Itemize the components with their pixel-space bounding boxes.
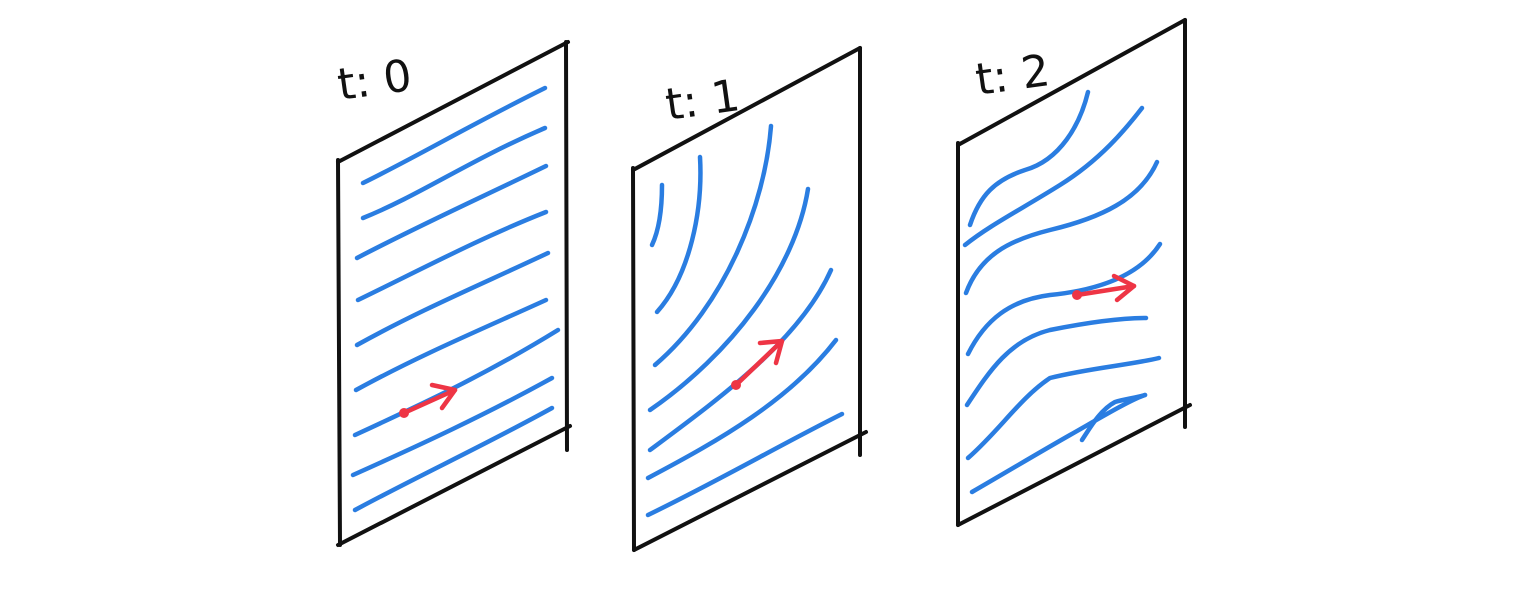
panel-t1-edge-bottom bbox=[632, 430, 868, 552]
flow-line bbox=[964, 315, 1149, 408]
panel-t2: t: 2 bbox=[956, 18, 1192, 527]
panel-t2-arrow-shaft bbox=[1074, 283, 1137, 298]
panel-t1-flow-lines bbox=[645, 123, 845, 518]
flow-line bbox=[354, 163, 549, 261]
flow-line bbox=[354, 250, 551, 348]
flow-line bbox=[969, 392, 1148, 495]
panel-t2-arrow-head bbox=[1111, 273, 1137, 303]
flow-line bbox=[965, 355, 1162, 461]
panel-t1-velocity-vector bbox=[731, 338, 785, 390]
panel-t1-edge-left bbox=[631, 166, 636, 552]
flow-line bbox=[652, 123, 774, 368]
flow-line bbox=[649, 182, 665, 248]
panel-t0-edge-bottom bbox=[336, 424, 572, 547]
panel-t1-frame bbox=[631, 46, 868, 552]
panel-t0-edge-left bbox=[336, 158, 342, 547]
flow-line bbox=[965, 241, 1163, 357]
panel-t2-edge-top bbox=[956, 18, 1187, 147]
panel-t2-flow-lines bbox=[962, 89, 1163, 495]
flow-line bbox=[360, 85, 548, 186]
panel-t1-edge-top bbox=[631, 46, 862, 172]
flow-line bbox=[645, 337, 839, 481]
panel-t0-edge-right bbox=[564, 40, 569, 452]
flow-line bbox=[963, 159, 1160, 296]
panel-t1-label: t: 1 bbox=[662, 70, 742, 131]
flow-line bbox=[350, 375, 555, 478]
panel-t2-label: t: 2 bbox=[972, 45, 1052, 106]
flow-line bbox=[647, 186, 811, 413]
panel-t0-arrow-shaft bbox=[401, 387, 458, 416]
panel-t1: t: 1 bbox=[631, 46, 868, 552]
panel-t1-arrow-shaft bbox=[733, 338, 785, 388]
panel-t0-label: t: 0 bbox=[334, 50, 414, 111]
flow-line bbox=[352, 405, 555, 513]
flow-line bbox=[654, 154, 703, 315]
panel-t0: t: 0 bbox=[334, 40, 572, 547]
panel-t1-arrow-head bbox=[757, 338, 785, 366]
panel-t0-edge-top bbox=[336, 40, 570, 164]
panel-t0-arrow-head bbox=[429, 382, 458, 411]
panel-t2-edge-bottom bbox=[956, 403, 1192, 527]
panel-t0-flow-lines bbox=[350, 85, 561, 513]
panel-t2-frame bbox=[956, 18, 1192, 527]
panel-t0-velocity-vector bbox=[399, 382, 458, 418]
flow-line bbox=[355, 209, 549, 303]
flow-line bbox=[967, 89, 1091, 228]
flow-line bbox=[360, 125, 548, 221]
flow-line bbox=[353, 297, 549, 393]
panel-t0-frame bbox=[336, 40, 572, 547]
flow-line bbox=[962, 105, 1145, 248]
flow-line bbox=[645, 411, 845, 518]
panel-t2-velocity-vector bbox=[1072, 273, 1137, 303]
